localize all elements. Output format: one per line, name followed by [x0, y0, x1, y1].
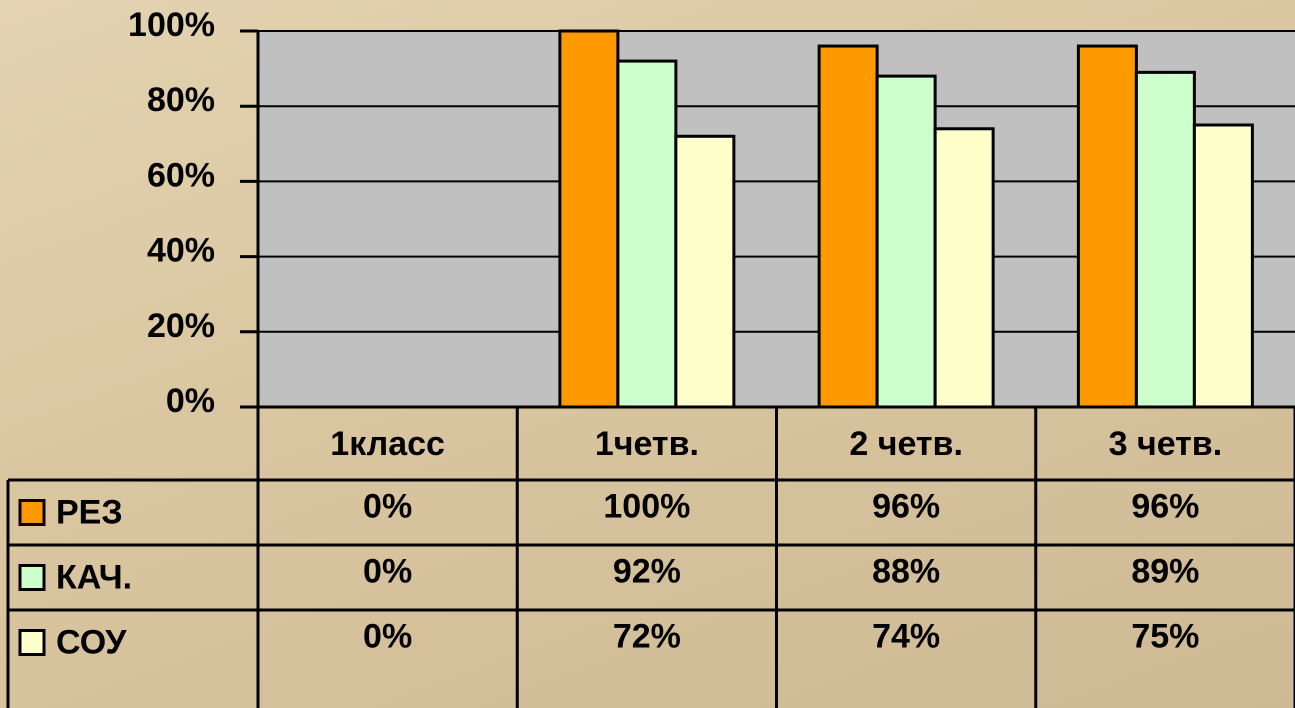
y-tick-label: 0% — [166, 382, 215, 420]
value-label: 72% — [613, 617, 681, 655]
bar — [935, 129, 993, 407]
value-label: 96% — [1131, 487, 1199, 525]
legend-label: КАЧ. — [56, 558, 132, 596]
y-tick-label: 60% — [147, 156, 215, 194]
value-label: 0% — [363, 617, 412, 655]
x-tick-label: 1четв. — [595, 425, 699, 463]
y-tick-label: 20% — [147, 307, 215, 345]
bar — [1136, 72, 1194, 407]
legend-label: СОУ — [56, 623, 127, 661]
bar — [877, 76, 935, 407]
legend-swatch — [20, 501, 44, 525]
value-label: 92% — [613, 552, 681, 590]
legend-label: РЕЗ — [56, 493, 123, 531]
bar — [560, 31, 618, 407]
value-label: 0% — [363, 487, 412, 525]
x-tick-label: 1класс — [330, 425, 445, 463]
value-label: 100% — [603, 487, 690, 525]
value-label: 96% — [872, 487, 940, 525]
y-tick-label: 100% — [128, 6, 215, 44]
legend-swatch — [20, 566, 44, 590]
value-label: 74% — [872, 617, 940, 655]
value-label: 0% — [363, 552, 412, 590]
bar — [676, 136, 734, 407]
x-tick-label: 3 четв. — [1109, 425, 1223, 463]
legend-swatch — [20, 631, 44, 655]
bar — [1078, 46, 1136, 407]
bar — [819, 46, 877, 407]
bar — [618, 61, 676, 407]
chart: 0% 20% 40% 60% 80% 100% 1класс 1четв. 2 четв. 3 ч… — [0, 0, 1295, 708]
y-tick-label: 40% — [147, 232, 215, 270]
value-label: 88% — [872, 552, 940, 590]
x-tick-label: 2 четв. — [849, 425, 963, 463]
value-label: 75% — [1131, 617, 1199, 655]
value-label: 89% — [1131, 552, 1199, 590]
y-tick-label: 80% — [147, 81, 215, 119]
bar — [1194, 125, 1252, 407]
